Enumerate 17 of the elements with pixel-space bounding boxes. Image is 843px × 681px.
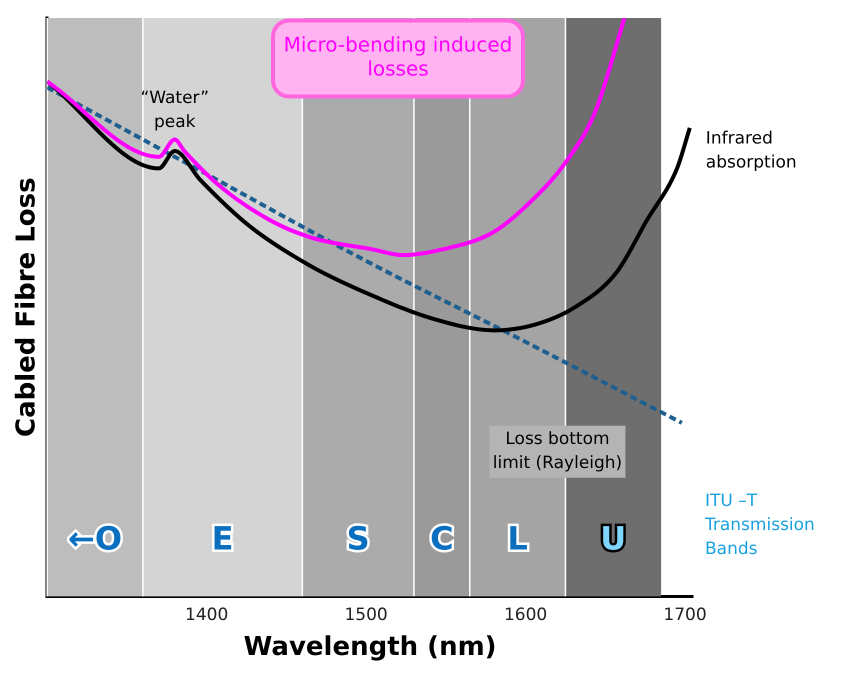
annotation: Loss bottom limit (Rayleigh) [492,429,622,474]
band-label: S [346,520,370,558]
y-axis-title: Cabled Fibre Loss [11,177,42,438]
band-label: L [507,520,528,558]
band-label: U [600,520,626,558]
annotation: Micro-bending induced losses [284,32,512,81]
x-tick-label: 1500 [344,605,388,626]
band-label: C [430,520,454,558]
annotation: “Water” peak [140,88,210,132]
band-label: ←O [68,520,122,558]
band-label: E [212,520,234,558]
x-tick-label: 1700 [663,605,707,626]
text: ITU –T Transmission Bands [704,490,815,559]
x-axis-title: Wavelength (nm) [244,632,497,662]
x-tick-label: 1600 [504,605,548,626]
x-tick-label: 1400 [185,605,228,626]
text: Infrared absorption [706,128,797,172]
